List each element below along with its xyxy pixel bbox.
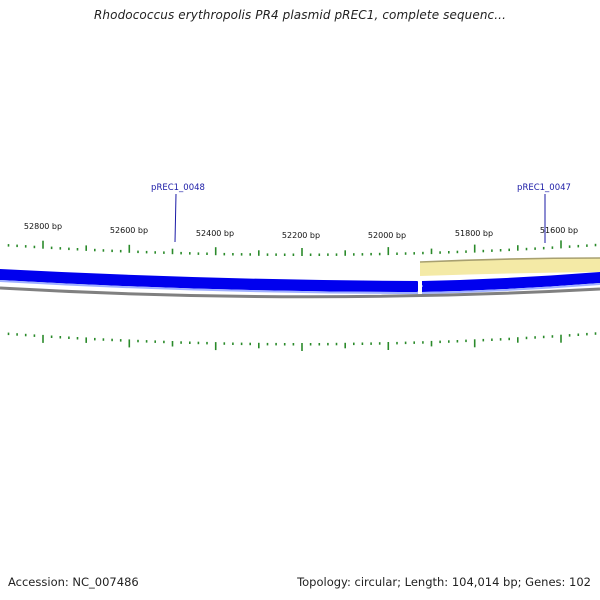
forward-strand-segment-0047[interactable] — [422, 272, 600, 292]
gene-label-0047[interactable]: pREC1_0047 — [517, 183, 571, 243]
gene-leader-line — [174, 193, 177, 243]
gene-label-text[interactable]: pREC1_0048 — [151, 183, 205, 193]
position-label: 52800 bp — [24, 222, 62, 231]
forward-strand-segment-0048[interactable] — [0, 269, 418, 292]
gene-boundary-marker — [417, 280, 423, 293]
highlighted-gene-region[interactable] — [420, 258, 600, 276]
inner-tick-marks — [7, 332, 597, 351]
forward-strand-shading — [422, 283, 600, 294]
topology-length-genes-text: Topology: circular; Length: 104,014 bp; … — [297, 575, 591, 589]
position-label: 52400 bp — [196, 229, 234, 238]
position-label: 51800 bp — [455, 229, 493, 238]
position-labels: 52800 bp 52600 bp 52400 bp 52200 bp 5200… — [24, 222, 578, 240]
position-label: 52200 bp — [282, 231, 320, 240]
position-label: 52600 bp — [110, 226, 148, 235]
plasmid-backbone — [0, 286, 600, 299]
gene-label-0048[interactable]: pREC1_0048 — [151, 183, 205, 243]
position-label: 52000 bp — [368, 231, 406, 240]
map-title: Rhodococcus erythropolis PR4 plasmid pRE… — [93, 8, 506, 22]
outer-tick-marks — [7, 240, 597, 256]
position-label: 51600 bp — [540, 226, 578, 235]
highlighted-region-edge — [419, 257, 600, 263]
gene-label-text[interactable]: pREC1_0047 — [517, 183, 571, 193]
accession-text: Accession: NC_007486 — [8, 575, 139, 589]
forward-strand-shading — [0, 280, 418, 294]
